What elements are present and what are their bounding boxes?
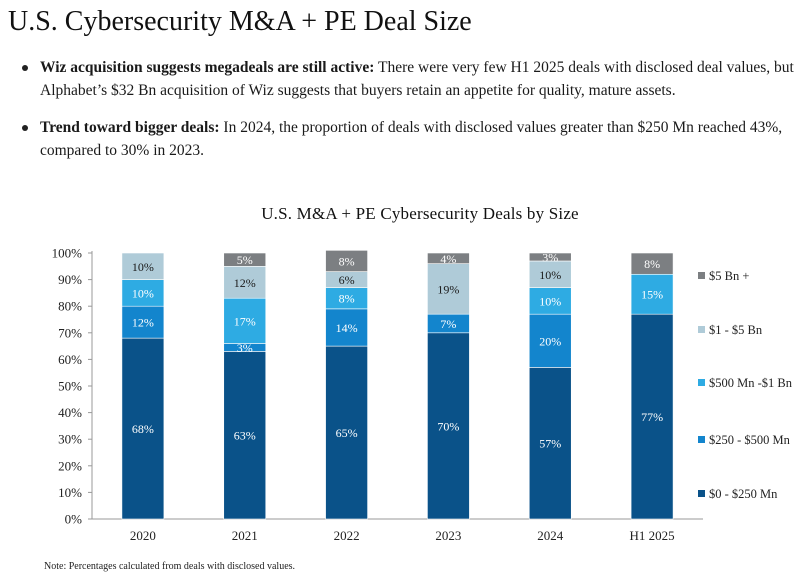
data-label: 12%	[132, 316, 154, 330]
data-label: 8%	[644, 257, 660, 271]
y-tick-label: 30%	[58, 432, 82, 447]
bullet-text: There were very few H1 2025 deals with d…	[40, 59, 794, 99]
legend-label: $500 Mn -$1 Bn	[709, 376, 793, 390]
bar-segment	[121, 252, 165, 280]
bullet-list: Wiz acquisition suggests megadeals are s…	[20, 56, 800, 176]
data-label: 8%	[339, 292, 355, 306]
bar-segment	[427, 263, 470, 315]
bullet-item: Trend toward bigger deals: In 2024, the …	[20, 116, 800, 162]
y-tick-label: 80%	[58, 299, 82, 314]
y-tick-label: 100%	[52, 246, 83, 261]
legend-swatch	[698, 436, 705, 443]
x-tick-label: 2024	[537, 528, 564, 543]
bar-segment	[223, 297, 267, 344]
bullet-item: Wiz acquisition suggests megadeals are s…	[20, 56, 800, 102]
y-tick-label: 60%	[58, 352, 82, 367]
legend-swatch	[698, 272, 705, 279]
data-label: 10%	[539, 268, 561, 282]
data-label: 17%	[234, 314, 256, 328]
page-title: U.S. Cybersecurity M&A + PE Deal Size	[8, 6, 472, 37]
data-label: 3%	[237, 341, 253, 355]
bar-segment	[325, 345, 368, 520]
data-label: 57%	[539, 437, 561, 451]
y-tick-label: 0%	[65, 512, 83, 527]
data-label: 8%	[339, 254, 355, 268]
data-label: 3%	[542, 250, 558, 264]
bar-segment	[528, 260, 572, 288]
legend-label: $250 - $500 Mn	[709, 433, 791, 447]
y-tick-label: 50%	[58, 379, 82, 394]
bar-segment	[528, 367, 572, 520]
bar-segment	[223, 265, 267, 299]
y-tick-label: 20%	[58, 458, 82, 473]
data-label: 10%	[132, 286, 154, 300]
data-label: 14%	[336, 321, 358, 335]
bar-segment	[121, 337, 165, 520]
y-tick-label: 40%	[58, 405, 82, 420]
data-label: 19%	[437, 282, 459, 296]
bar-segment	[325, 250, 368, 272]
bar-segment	[528, 287, 572, 315]
bar-segment	[528, 313, 572, 368]
y-tick-label: 10%	[58, 485, 82, 500]
data-label: 4%	[440, 252, 456, 266]
data-label: 6%	[339, 273, 355, 287]
data-label: 20%	[539, 334, 561, 348]
y-tick-label: 70%	[58, 325, 82, 340]
data-label: 5%	[237, 253, 253, 267]
chart-title: U.S. M&A + PE Cybersecurity Deals by Siz…	[261, 204, 579, 223]
x-tick-label: 2021	[232, 528, 258, 543]
data-label: 10%	[539, 294, 561, 308]
x-tick-label: 2022	[334, 528, 360, 543]
data-label: 63%	[234, 429, 256, 443]
legend-swatch	[698, 379, 705, 386]
footnote: Note: Percentages calculated from deals …	[44, 561, 296, 572]
bar-segment	[427, 332, 470, 520]
legend-label: $5 Bn +	[709, 269, 749, 283]
y-tick-label: 90%	[58, 272, 82, 287]
x-tick-label: 2020	[130, 528, 156, 543]
bar-segment	[630, 313, 674, 520]
data-label: 68%	[132, 422, 154, 436]
x-tick-label: 2023	[435, 528, 461, 543]
bullet-heading: Trend toward bigger deals:	[40, 119, 220, 136]
legend-label: $0 - $250 Mn	[709, 487, 778, 501]
bar-segment	[427, 252, 470, 264]
legend-swatch	[698, 326, 705, 333]
legend-label: $1 - $5 Bn	[709, 323, 763, 337]
bar-segment	[630, 252, 674, 275]
bar-segment	[223, 252, 267, 267]
bar-segment	[223, 351, 267, 520]
bullet-heading: Wiz acquisition suggests megadeals are s…	[40, 59, 375, 76]
data-label: 10%	[132, 260, 154, 274]
bar-segment	[325, 308, 368, 347]
bullet-text: In 2024, the proportion of deals with di…	[40, 119, 783, 159]
bar-segment	[528, 252, 572, 262]
data-label: 70%	[437, 419, 459, 433]
x-tick-label: H1 2025	[630, 528, 675, 543]
data-label: 12%	[234, 276, 256, 290]
data-label: 7%	[440, 317, 456, 331]
data-label: 77%	[641, 410, 663, 424]
data-label: 65%	[336, 426, 358, 440]
data-label: 15%	[641, 288, 663, 302]
legend-swatch	[698, 490, 705, 497]
